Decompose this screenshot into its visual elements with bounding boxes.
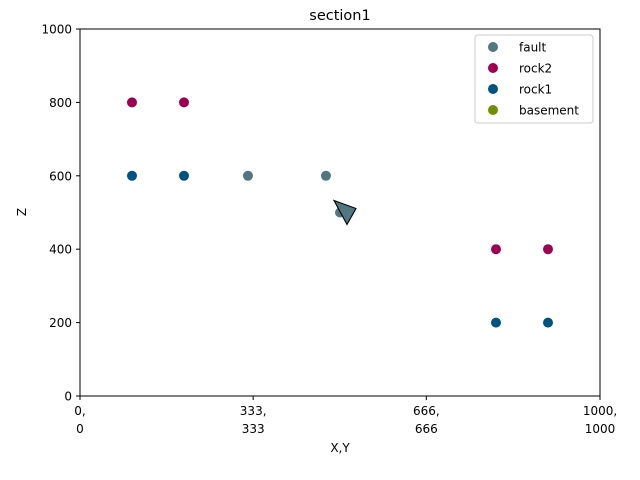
legend-label: fault [519,41,547,55]
legend-marker-rock1 [488,84,498,94]
x-tick-label: 0, [74,404,85,418]
x-axis: 0, 0 333, 333 666, 666 1000, 1000 [74,396,617,436]
x-tick-label: 666, [413,404,440,418]
legend-box [474,34,594,124]
x-tick-label: 1000 [585,422,616,436]
y-tick-label: 600 [49,169,72,183]
point-rock1 [179,170,189,181]
x-tick-label: 333 [242,422,265,436]
chart-title: section1 [309,8,370,24]
point-rock1 [543,317,553,328]
x-axis-label: X,Y [330,441,350,455]
y-tick-label: 200 [49,316,72,330]
orientation-arrow-icon [332,199,357,226]
point-rock2 [179,97,189,108]
legend-label: rock1 [519,83,552,97]
point-fault [320,170,331,181]
point-fault [242,170,253,181]
legend-marker-fault [488,42,498,52]
point-rock2 [491,244,501,255]
legend-label: basement [519,104,579,118]
legend-label: rock2 [519,62,552,76]
point-rock1 [127,170,137,181]
x-tick-label: 333, [240,404,267,418]
legend-marker-rock2 [488,63,498,73]
point-rock2 [127,97,137,108]
data-markers [127,97,553,328]
y-tick-label: 800 [49,96,72,110]
y-tick-label: 400 [49,243,72,257]
legend: fault rock2 rock1 basement [474,34,594,124]
point-rock2 [543,244,553,255]
orientation-markers [332,199,357,226]
x-tick-label: 0 [76,422,84,436]
point-rock1 [491,317,501,328]
x-tick-label: 1000, [583,404,617,418]
y-axis-label: Z [15,208,29,216]
y-axis: 0 200 400 600 800 1000 [41,23,80,404]
x-tick-label: 666 [415,422,438,436]
legend-marker-basement [488,105,498,115]
y-tick-label: 1000 [41,23,72,37]
y-tick-label: 0 [64,390,72,404]
